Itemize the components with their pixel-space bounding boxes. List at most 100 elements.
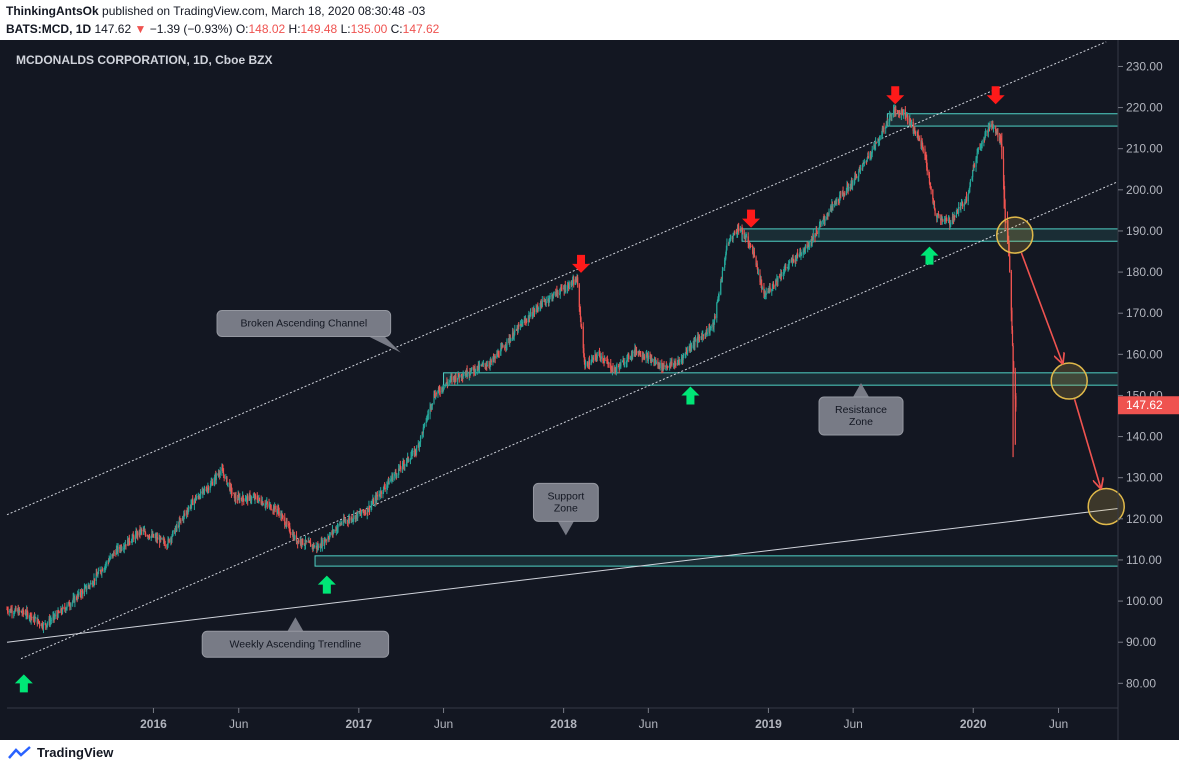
x-tick-label: 2016 — [140, 717, 167, 731]
candle-body — [944, 219, 946, 220]
callout-text: Support — [547, 490, 584, 502]
candle-body — [18, 609, 20, 615]
candle-body — [730, 236, 732, 240]
candle-body — [921, 141, 923, 146]
candle-body — [403, 462, 405, 465]
candle-body — [866, 158, 868, 162]
candle-body — [57, 610, 59, 618]
candle-body — [497, 352, 500, 356]
candle-body — [687, 350, 689, 354]
x-axis[interactable]: 2016 Jun 2017 Jun 2018 Jun 2019 Jun 2020 Jun — [7, 707, 1118, 731]
candle-body — [625, 362, 628, 364]
candle-body — [789, 261, 791, 263]
candle-body — [951, 217, 954, 224]
candle-body — [548, 299, 550, 302]
candle-body — [14, 609, 16, 613]
candle-body — [34, 618, 36, 622]
candle-body — [345, 520, 347, 522]
candle-body — [101, 569, 103, 572]
callout-text: Zone — [849, 416, 873, 428]
candle-body — [818, 224, 821, 229]
candle-body — [404, 464, 406, 467]
candle-body — [929, 185, 932, 187]
open-label: O: — [235, 22, 249, 36]
candle-body — [150, 535, 152, 538]
zone-rect — [314, 555, 1119, 567]
candle-body — [905, 115, 907, 117]
candle-body — [981, 143, 983, 147]
candle-body — [353, 515, 355, 519]
y-axis[interactable]: 230.00 220.00 210.00 200.00 190.00 180.00 170.… — [1117, 40, 1179, 740]
candle-body — [651, 358, 653, 362]
candle-body — [701, 335, 703, 340]
bull-arrow-icon — [14, 674, 33, 693]
candle-body — [237, 495, 239, 500]
candle-body — [768, 289, 770, 292]
candle-body — [571, 283, 573, 286]
candle-body — [399, 465, 401, 469]
tradingview-footer[interactable]: TradingView — [8, 745, 113, 760]
candle-body — [7, 611, 9, 613]
candle-body — [846, 185, 848, 192]
candle-body — [376, 495, 378, 497]
candle-body — [433, 394, 436, 397]
candle-body — [367, 507, 369, 513]
candle-body — [643, 356, 646, 359]
candle-body — [548, 296, 551, 300]
candle-body — [836, 199, 838, 202]
candle-body — [629, 357, 631, 359]
candle-body — [20, 610, 23, 613]
down-arrow-icon: ▼ — [134, 22, 147, 36]
candle-body — [740, 227, 743, 232]
candle-body — [977, 147, 979, 153]
candle-body — [1001, 143, 1003, 159]
candle-body — [771, 289, 773, 292]
candle-body — [426, 419, 428, 422]
candle-body — [62, 607, 64, 609]
candle-body — [27, 612, 29, 618]
candle-body — [171, 531, 174, 537]
candle-body — [460, 374, 463, 378]
candle-body — [488, 365, 491, 367]
candle-body — [677, 360, 679, 364]
tradingview-logo-icon — [8, 745, 31, 759]
candle-body — [505, 345, 507, 347]
candle-body — [741, 227, 743, 230]
candle-body — [361, 509, 363, 514]
candle-body — [993, 127, 995, 129]
candle-body — [9, 610, 11, 613]
candle-body — [239, 497, 241, 501]
candle-body — [646, 354, 648, 356]
y-tick-label: 200.00 — [1126, 183, 1163, 197]
price-chart[interactable]: Broken Ascending ChannelResistanceZoneSu… — [0, 40, 1179, 740]
candle-body — [104, 565, 106, 569]
candle-body — [217, 474, 219, 476]
y-tick-label: 190.00 — [1126, 224, 1163, 238]
candle-body — [352, 519, 354, 521]
candle-body — [765, 295, 767, 297]
candle-body — [76, 598, 78, 600]
candle-body — [752, 253, 754, 255]
candle-body — [844, 194, 846, 195]
candle-body — [336, 527, 339, 531]
candle-body — [251, 497, 253, 500]
candle-body — [238, 495, 240, 497]
candle-body — [659, 362, 661, 369]
candle-body — [395, 471, 397, 474]
candle-body — [879, 135, 881, 141]
candle-body — [742, 229, 744, 233]
candle-body — [869, 153, 872, 156]
candle-body — [525, 321, 528, 322]
candle-body — [713, 320, 715, 328]
candle-body — [917, 134, 919, 140]
candle-body — [639, 351, 641, 356]
candle-body — [124, 545, 126, 547]
candle-body — [372, 499, 375, 504]
candle-body — [294, 535, 296, 540]
candle-body — [164, 542, 166, 546]
candle-body — [793, 259, 795, 263]
author-name[interactable]: ThinkingAntsOk — [6, 4, 99, 18]
candle-body — [818, 228, 820, 234]
candle-body — [109, 559, 111, 561]
candle-body — [580, 317, 582, 327]
